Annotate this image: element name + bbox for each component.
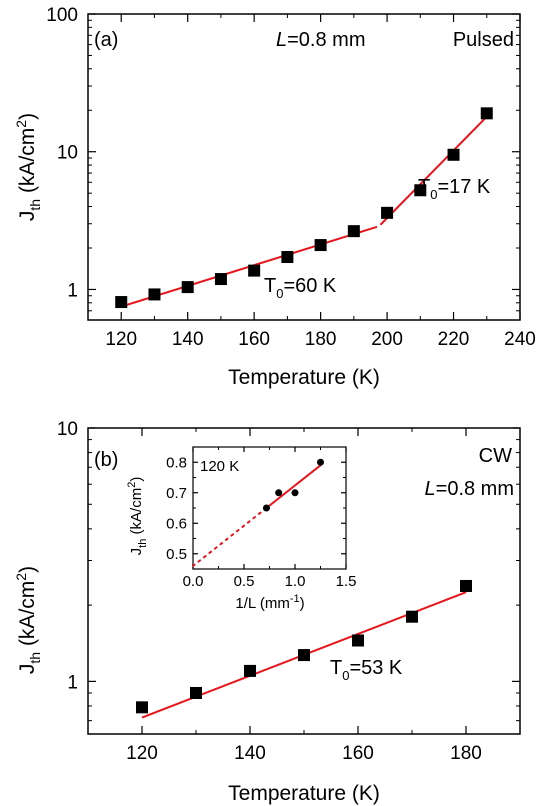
x-tick-label: 240 [504, 329, 536, 350]
panel-b-x-tick-labels: 120 140 160 180 [126, 743, 482, 764]
x-tick-label: 120 [126, 743, 158, 764]
y-tick-label: 0.7 [166, 485, 187, 502]
data-point [148, 288, 161, 301]
data-point [352, 634, 364, 647]
inset-plot: 0.0 0.5 1.0 1.5 0.5 0.6 0.7 0.8 120 K 1/L (mm-… [126, 446, 357, 612]
data-point [298, 649, 310, 662]
panel-a-fit1-label: T0=60 K [264, 275, 337, 301]
panel-b-y-tick-labels: 1 10 [57, 419, 78, 693]
data-point [181, 281, 194, 294]
panel-a-y-axis-title: Jth (kA/cm2) [13, 113, 43, 221]
inset-data-point [291, 489, 299, 497]
panel-b-data-points [136, 579, 472, 714]
panel-a-mode-annotation: Pulsed [453, 29, 514, 51]
data-point [248, 264, 261, 277]
data-point [115, 296, 128, 309]
x-tick-label: 0.0 [183, 573, 204, 590]
inset-data-points [262, 458, 324, 512]
x-tick-label: 200 [371, 329, 403, 350]
panel-b-x-axis-title: Temperature (K) [228, 782, 380, 805]
panel-b-ticks [88, 427, 520, 734]
panel-a-y-tick-labels: 1 10 100 [46, 5, 78, 301]
x-tick-label: 140 [172, 329, 204, 350]
inset-x-tick-labels: 0.0 0.5 1.0 1.5 [183, 573, 357, 590]
panel-a-fit2-label: T0=17 K [418, 176, 491, 202]
panel-a-label: (a) [94, 29, 118, 51]
y-tick-label: 0.6 [166, 515, 187, 532]
panel-a-frame [87, 13, 521, 321]
x-tick-label: 120 [105, 329, 137, 350]
y-tick-label: 0.8 [166, 454, 187, 471]
panel-b-y-axis-title: Jth (kA/cm2) [13, 566, 43, 674]
inset-annotation: 120 K [200, 458, 239, 475]
data-point [447, 148, 460, 161]
panel-a-ticks [88, 13, 521, 321]
panel-b-label: (b) [94, 449, 118, 471]
data-point [414, 184, 427, 197]
y-tick-label: 100 [46, 5, 78, 26]
y-tick-label: 10 [57, 143, 78, 164]
extrapolation-line [192, 507, 268, 567]
data-point [406, 610, 418, 623]
y-tick-label: 10 [57, 419, 78, 440]
panel-b-fit-label: T0=53 K [330, 657, 403, 683]
x-tick-label: 1.5 [336, 573, 357, 590]
y-tick-label: 1 [67, 280, 78, 301]
x-tick-label: 180 [305, 329, 337, 350]
inset-fit-lines [192, 464, 322, 567]
panel-b-mode-annotation: CW [479, 445, 512, 467]
inset-x-axis-title: 1/L (mm-1) [235, 593, 304, 612]
y-tick-label: 1 [67, 672, 78, 693]
panel-a: 120 140 160 180 200 220 240 1 10 100 (a) L=0.8 m… [13, 5, 536, 389]
fit-line [379, 112, 491, 226]
panel-a-data-points [115, 107, 493, 309]
x-tick-label: 220 [438, 329, 470, 350]
data-point [314, 239, 327, 252]
inset-y-tick-labels: 0.5 0.6 0.7 0.8 [166, 454, 187, 563]
data-point [281, 251, 294, 264]
x-tick-label: 160 [238, 329, 270, 350]
inset-data-point [317, 458, 324, 466]
panel-a-length-annotation: L=0.8 mm [276, 29, 365, 51]
data-point [244, 664, 256, 677]
data-point [347, 225, 360, 238]
data-point [460, 579, 472, 592]
inset-data-point [275, 489, 283, 497]
panel-a-x-tick-labels: 120 140 160 180 200 220 240 [105, 329, 535, 350]
inset-fit-line [265, 464, 322, 509]
x-tick-label: 140 [234, 743, 266, 764]
x-tick-label: 1.0 [285, 573, 306, 590]
x-tick-label: 0.5 [234, 573, 255, 590]
panel-a-x-axis-title: Temperature (K) [228, 366, 380, 389]
inset-y-axis-title: Jth (kA/cm2) [126, 477, 149, 556]
data-point [381, 206, 394, 219]
data-point [190, 686, 202, 699]
data-point [136, 701, 148, 714]
y-tick-label: 0.5 [166, 546, 187, 563]
panel-b-length-annotation: L=0.8 mm [425, 478, 514, 500]
panel-b: 120 140 160 180 1 10 (b) CW L=0.8 mm T0=53 K… [13, 419, 521, 805]
inset-data-point [262, 504, 270, 512]
data-point [214, 273, 227, 286]
data-point [480, 107, 493, 120]
x-tick-label: 180 [450, 743, 482, 764]
x-tick-label: 160 [342, 743, 374, 764]
